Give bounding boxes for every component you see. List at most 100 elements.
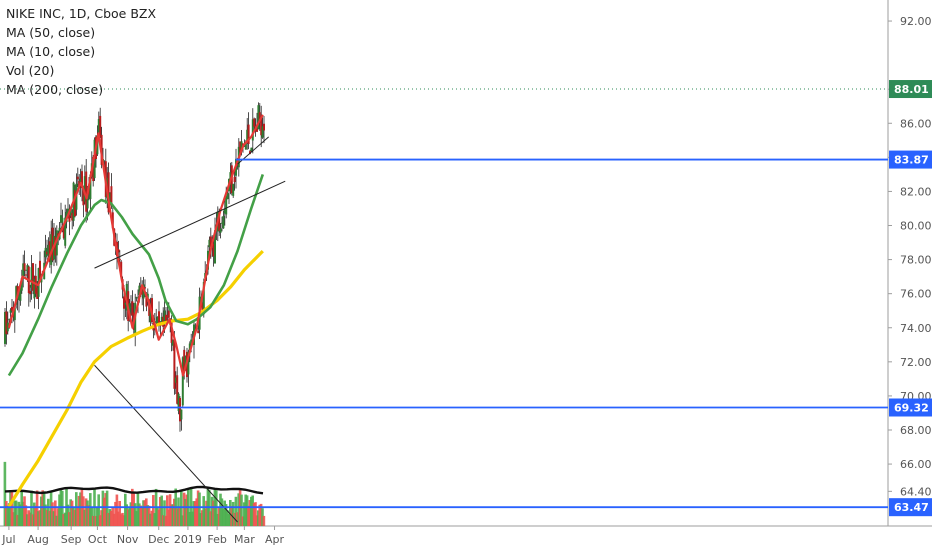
volume-bar: [51, 502, 54, 526]
candle-body: [47, 244, 50, 256]
volume-bar: [166, 495, 169, 526]
candle-body: [11, 306, 13, 311]
candle-body: [33, 278, 36, 299]
volume-bar: [7, 503, 11, 526]
volume-bar: [105, 490, 109, 526]
volume-bar: [227, 514, 231, 526]
candle-body: [123, 296, 125, 309]
volume-bar: [241, 516, 245, 526]
volume-bar: [21, 501, 25, 526]
volume-bar: [247, 505, 250, 526]
candle-body: [214, 230, 216, 264]
volume-bar: [49, 491, 53, 526]
volume-bar: [138, 503, 141, 526]
candle-body: [130, 306, 132, 308]
y-tick-label: 64.40: [900, 485, 932, 498]
volume-bar: [153, 513, 156, 526]
volume-bar: [203, 508, 207, 526]
legend-ma200[interactable]: MA (200, close): [6, 82, 104, 97]
candle-body: [144, 287, 146, 289]
volume-bar: [44, 504, 47, 526]
volume-bar: [83, 509, 86, 526]
volume-bar: [149, 513, 152, 526]
candle-body: [5, 311, 8, 335]
volume-bar: [111, 507, 114, 526]
volume-bar: [104, 493, 107, 526]
volume-bar: [76, 506, 79, 526]
volume-bar: [75, 492, 78, 526]
price-level-tag: [889, 398, 932, 417]
volume-bar: [12, 512, 15, 526]
candle-body: [46, 251, 48, 255]
candle-body: [89, 174, 92, 200]
volume-bar: [41, 490, 44, 526]
volume-bar: [82, 496, 85, 526]
volume-bar: [79, 492, 82, 526]
volume-bar: [56, 508, 60, 526]
candle-body: [13, 308, 16, 321]
candle-body: [232, 184, 235, 196]
candle-body: [26, 265, 29, 271]
candle-body: [188, 343, 191, 351]
volume-bar: [55, 515, 58, 526]
candle-body: [218, 212, 221, 232]
trendline: [94, 364, 238, 523]
candle-body: [67, 208, 69, 214]
volume-bar: [69, 499, 72, 526]
volume-bar: [14, 500, 18, 526]
candle-body: [261, 126, 264, 138]
volume-bar: [191, 511, 194, 526]
candle-body: [124, 303, 127, 305]
volume-bar: [152, 495, 155, 526]
candle-body: [172, 340, 174, 346]
volume-bar: [132, 491, 135, 526]
candle-body: [60, 215, 62, 223]
volume-bar: [96, 507, 99, 526]
volume-bar: [122, 515, 126, 526]
candle-body: [135, 297, 138, 299]
candle-body: [68, 215, 71, 222]
x-tick-label: Oct: [88, 533, 108, 546]
volume-bar: [19, 504, 22, 526]
candle-body: [131, 301, 134, 316]
legend-ma50[interactable]: MA (50, close): [6, 25, 96, 40]
volume-bar: [66, 504, 70, 526]
candle-body: [174, 377, 177, 383]
volume-bar: [52, 511, 56, 526]
volume-bar: [20, 490, 23, 526]
volume-bar: [215, 490, 218, 526]
volume-bar: [108, 509, 112, 526]
volume-bar: [48, 510, 51, 526]
volume-bar: [117, 511, 120, 526]
volume-ma-line: [4, 485, 264, 495]
volume-bar: [139, 505, 142, 526]
ma200-line: [7, 249, 264, 508]
candle-body: [187, 351, 190, 375]
candle-body: [165, 314, 167, 321]
volume-bar: [77, 495, 81, 526]
candle-body: [225, 196, 228, 215]
volume-bar: [236, 512, 239, 526]
candle-body: [173, 338, 176, 389]
volume-bar: [26, 514, 29, 526]
candle-body: [208, 239, 211, 248]
y-tick-label: 82.00: [900, 185, 932, 198]
legend-vol[interactable]: Vol (20): [6, 63, 55, 78]
volume-bar: [205, 500, 208, 526]
volume-bar: [170, 504, 173, 526]
volume-bar: [164, 515, 168, 526]
candle-body: [239, 141, 242, 153]
volume-bar: [196, 490, 200, 526]
candle-body: [249, 151, 251, 154]
volume-bar: [147, 505, 151, 526]
x-tick-label: Jul: [1, 533, 15, 546]
candle-body: [128, 303, 131, 316]
legend-title[interactable]: NIKE INC, 1D, Cboe BZX: [6, 6, 157, 21]
volume-bar: [129, 502, 133, 526]
legend-ma10[interactable]: MA (10, close): [6, 44, 96, 59]
volume-bar: [72, 507, 75, 526]
candle-body: [209, 236, 212, 247]
volume-bar: [33, 502, 36, 526]
trendline: [94, 180, 286, 269]
